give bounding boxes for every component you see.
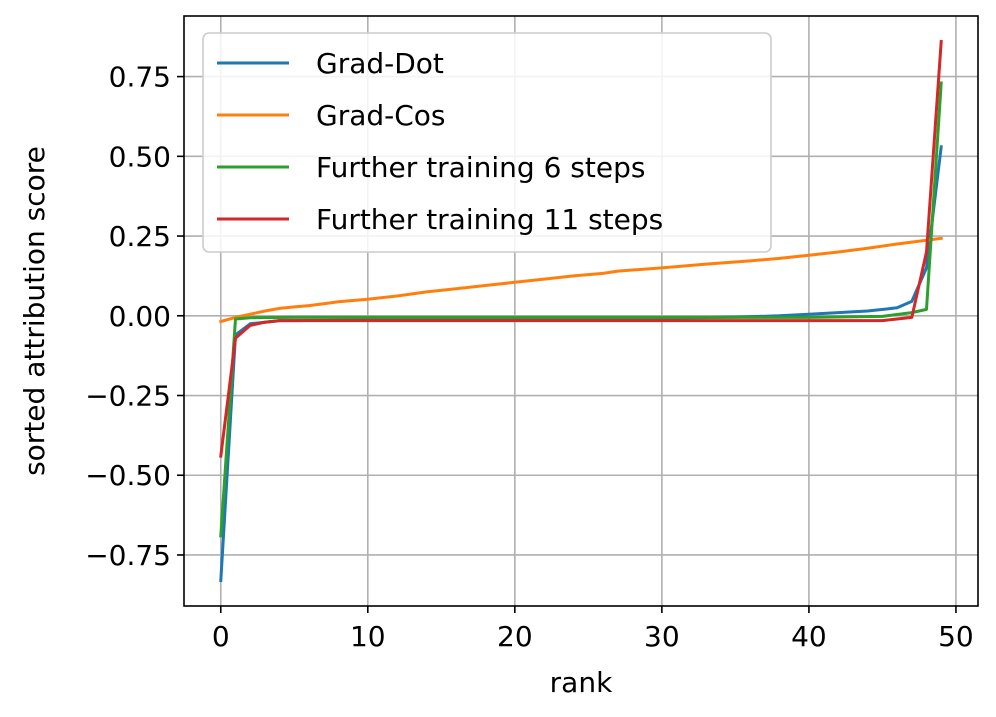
series-lines [218, 39, 943, 583]
y-tick-label: −0.25 [85, 380, 171, 413]
series-line-3 [219, 39, 943, 458]
x-tick-label: 0 [212, 620, 230, 653]
x-axis-label: rank [550, 666, 613, 699]
x-tick-label: 50 [938, 620, 974, 653]
y-axis-label: sorted attribution score [18, 146, 51, 476]
x-tick-label: 10 [350, 620, 386, 653]
y-tick-label: 0.25 [109, 220, 171, 253]
y-tick-label: 0.00 [109, 300, 171, 333]
x-tick-label: 40 [791, 620, 827, 653]
legend-entry-label: Grad-Dot [316, 47, 444, 80]
x-tick-label: 30 [644, 620, 680, 653]
legend-box [202, 32, 772, 253]
y-tick-label: 0.50 [109, 140, 171, 173]
legend-entry-label: Grad-Cos [316, 99, 446, 132]
x-tick-label: 20 [497, 620, 533, 653]
legend-entry-label: Further training 6 steps [316, 151, 645, 184]
legend: Grad-Dot Grad-Cos Further training 6 steps… [202, 32, 772, 253]
plot-frame [183, 15, 979, 607]
y-tick-label: 0.75 [109, 61, 171, 94]
series-line-1 [218, 236, 943, 324]
y-tick-label: −0.50 [85, 459, 171, 492]
y-tick-label: −0.75 [85, 539, 171, 572]
legend-entry-label: Further training 11 steps [316, 203, 663, 236]
axis-ticks: 0 10 20 30 40 50 −0.75 −0.50 −0.25 0.00 0.25 0.50 0.… [85, 61, 974, 653]
